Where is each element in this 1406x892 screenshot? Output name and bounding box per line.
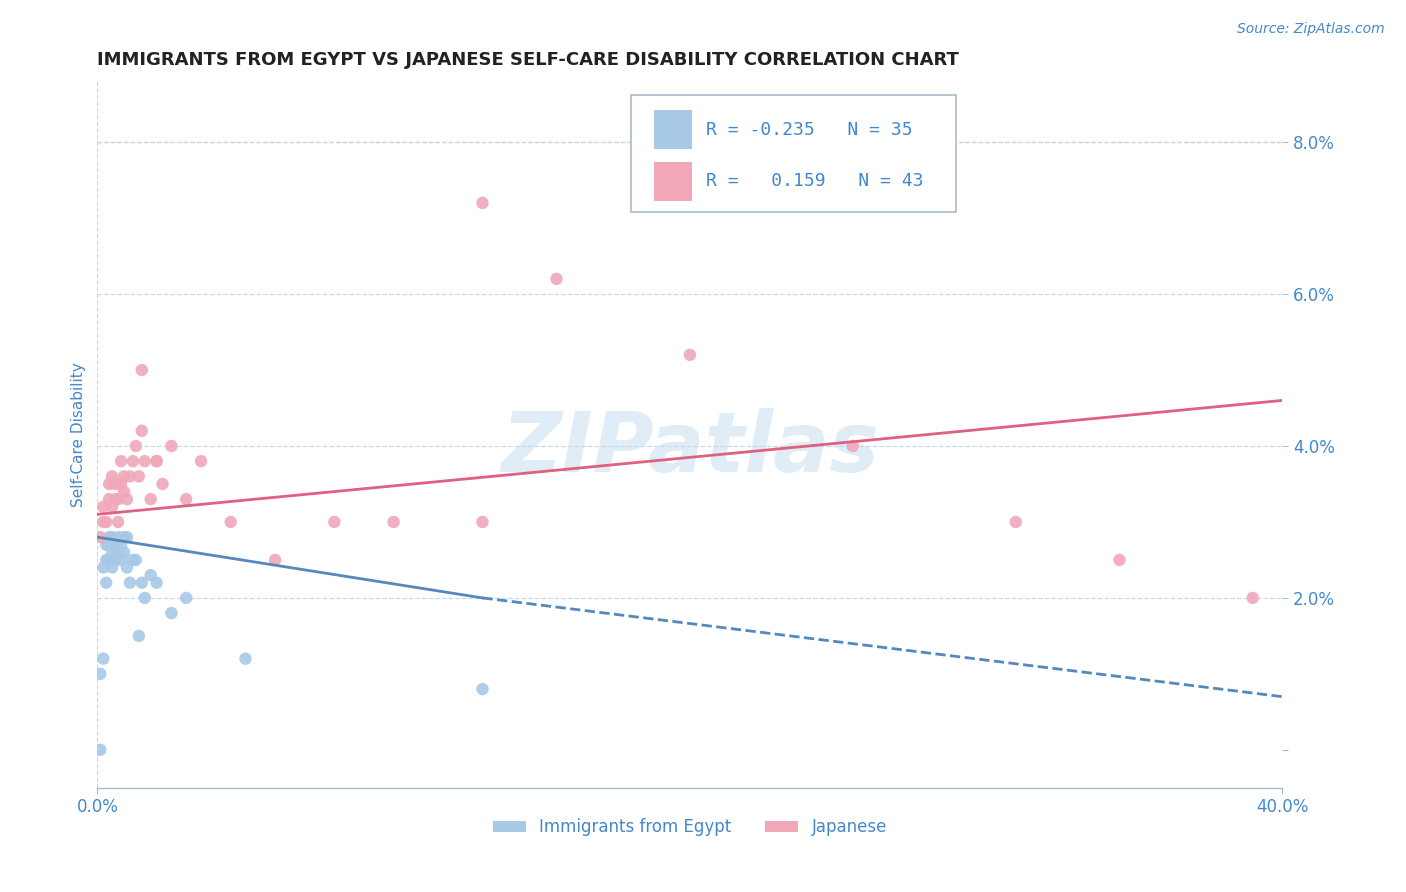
- Point: [118, 575, 141, 590]
- Point: [104, 477, 127, 491]
- FancyBboxPatch shape: [654, 111, 692, 149]
- Point: [122, 553, 145, 567]
- FancyBboxPatch shape: [654, 161, 692, 201]
- Point: [131, 575, 153, 590]
- Point: [112, 545, 135, 559]
- Point: [160, 439, 183, 453]
- Point: [125, 553, 148, 567]
- Point: [471, 195, 494, 210]
- Point: [139, 568, 162, 582]
- Point: [110, 477, 132, 491]
- Point: [101, 500, 124, 514]
- Point: [546, 272, 568, 286]
- Point: [91, 651, 114, 665]
- Point: [1108, 553, 1130, 567]
- Point: [89, 666, 111, 681]
- Point: [104, 553, 127, 567]
- Point: [112, 484, 135, 499]
- Point: [110, 538, 132, 552]
- Point: [101, 560, 124, 574]
- Point: [98, 538, 121, 552]
- Point: [471, 515, 494, 529]
- Point: [235, 651, 257, 665]
- Point: [145, 454, 167, 468]
- Point: [107, 515, 129, 529]
- Point: [382, 515, 405, 529]
- Point: [264, 553, 287, 567]
- Point: [91, 560, 114, 574]
- Point: [96, 553, 118, 567]
- Point: [110, 553, 132, 567]
- Legend: Immigrants from Egypt, Japanese: Immigrants from Egypt, Japanese: [486, 812, 894, 843]
- Text: IMMIGRANTS FROM EGYPT VS JAPANESE SELF-CARE DISABILITY CORRELATION CHART: IMMIGRANTS FROM EGYPT VS JAPANESE SELF-C…: [97, 51, 959, 69]
- FancyBboxPatch shape: [631, 95, 956, 212]
- Point: [101, 545, 124, 559]
- Y-axis label: Self-Care Disability: Self-Care Disability: [72, 362, 86, 507]
- Point: [98, 492, 121, 507]
- Point: [96, 515, 118, 529]
- Point: [471, 682, 494, 697]
- Text: ZIPatlas: ZIPatlas: [501, 409, 879, 489]
- Point: [145, 454, 167, 468]
- Point: [1241, 591, 1264, 605]
- Point: [174, 591, 197, 605]
- Text: R =   0.159   N = 43: R = 0.159 N = 43: [706, 172, 924, 190]
- Point: [104, 492, 127, 507]
- Point: [91, 500, 114, 514]
- Point: [842, 439, 865, 453]
- Point: [160, 606, 183, 620]
- Point: [131, 424, 153, 438]
- Point: [122, 454, 145, 468]
- Point: [98, 477, 121, 491]
- Point: [91, 515, 114, 529]
- Point: [96, 538, 118, 552]
- Point: [323, 515, 346, 529]
- Point: [101, 469, 124, 483]
- Point: [107, 545, 129, 559]
- Point: [134, 591, 156, 605]
- Point: [145, 575, 167, 590]
- Point: [134, 454, 156, 468]
- Point: [104, 538, 127, 552]
- Point: [89, 530, 111, 544]
- Point: [89, 743, 111, 757]
- Point: [679, 348, 702, 362]
- Point: [101, 530, 124, 544]
- Point: [96, 575, 118, 590]
- Point: [112, 530, 135, 544]
- Point: [118, 469, 141, 483]
- Point: [131, 363, 153, 377]
- Point: [115, 492, 138, 507]
- Point: [139, 492, 162, 507]
- Point: [110, 454, 132, 468]
- Point: [174, 492, 197, 507]
- Point: [115, 530, 138, 544]
- Point: [128, 629, 150, 643]
- Point: [115, 560, 138, 574]
- Point: [98, 530, 121, 544]
- Point: [107, 530, 129, 544]
- Point: [107, 492, 129, 507]
- Text: Source: ZipAtlas.com: Source: ZipAtlas.com: [1237, 22, 1385, 37]
- Text: R = -0.235   N = 35: R = -0.235 N = 35: [706, 120, 912, 138]
- Point: [219, 515, 242, 529]
- Point: [128, 469, 150, 483]
- Point: [152, 477, 174, 491]
- Point: [112, 469, 135, 483]
- Point: [125, 439, 148, 453]
- Point: [1004, 515, 1026, 529]
- Point: [190, 454, 212, 468]
- Point: [98, 553, 121, 567]
